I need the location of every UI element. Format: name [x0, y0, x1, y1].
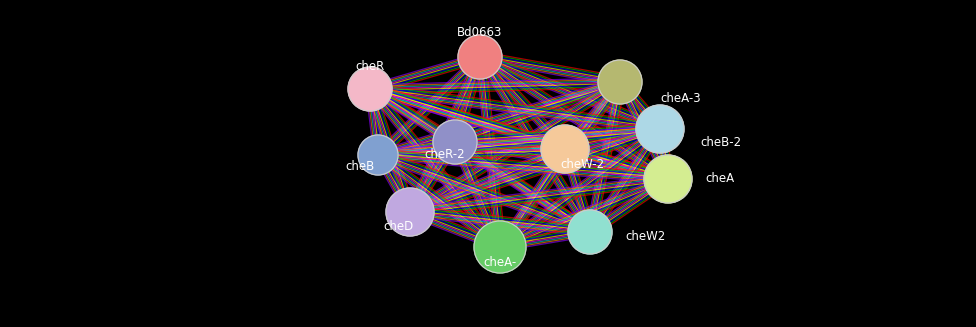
Text: cheB: cheB — [346, 161, 375, 174]
Text: cheR: cheR — [355, 60, 385, 74]
Text: cheR-2: cheR-2 — [425, 148, 466, 162]
Circle shape — [474, 221, 526, 273]
Circle shape — [598, 60, 642, 104]
Text: cheB-2: cheB-2 — [700, 135, 741, 148]
Circle shape — [433, 120, 477, 164]
Text: cheD: cheD — [383, 220, 413, 233]
Circle shape — [358, 135, 398, 175]
Circle shape — [348, 67, 392, 111]
Text: cheW-2: cheW-2 — [560, 158, 604, 170]
Circle shape — [568, 210, 612, 254]
Circle shape — [636, 105, 684, 153]
Text: cheA-: cheA- — [483, 255, 516, 268]
Circle shape — [541, 125, 589, 173]
Circle shape — [386, 188, 434, 236]
Text: Bd0663: Bd0663 — [458, 26, 503, 39]
Text: cheW2: cheW2 — [625, 231, 666, 244]
Text: cheA: cheA — [705, 173, 734, 185]
Text: cheA-3: cheA-3 — [660, 93, 701, 106]
Circle shape — [458, 35, 502, 79]
Circle shape — [644, 155, 692, 203]
